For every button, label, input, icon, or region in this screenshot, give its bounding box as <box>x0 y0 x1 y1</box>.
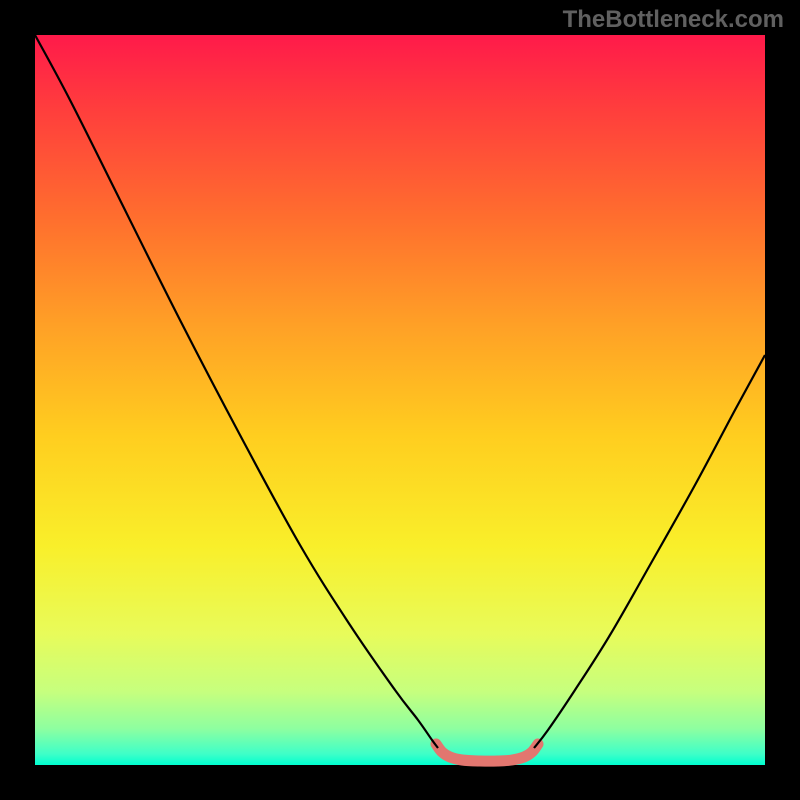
optimal-range-band <box>436 744 538 761</box>
bottleneck-curve-right <box>534 355 765 748</box>
watermark-text: TheBottleneck.com <box>563 6 784 34</box>
plot-area <box>35 35 765 765</box>
curve-layer <box>35 35 765 765</box>
bottleneck-chart: TheBottleneck.com <box>0 0 800 800</box>
bottleneck-curve-left <box>35 35 438 748</box>
